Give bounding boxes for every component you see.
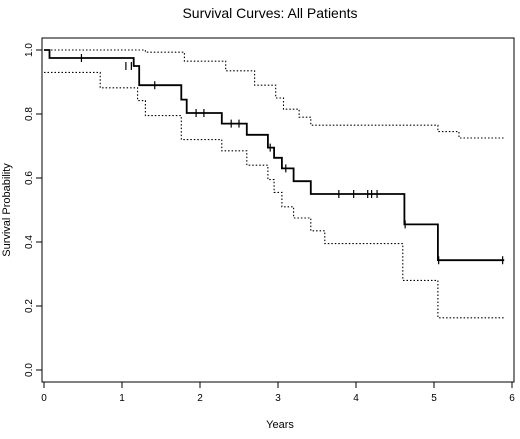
- y-tick-label: 0.2: [24, 299, 35, 313]
- x-tick-label: 0: [41, 393, 47, 404]
- plot-frame: [41, 37, 515, 383]
- x-tick-label: 6: [509, 393, 515, 404]
- y-tick-label: 0.4: [24, 235, 35, 249]
- series-estimate: [44, 49, 505, 262]
- y-axis-label: Survival Probability: [1, 163, 13, 257]
- x-tick-label: 2: [197, 393, 203, 404]
- chart-title: Survival Curves: All Patients: [182, 5, 357, 21]
- series-lower-confidence-bound: [44, 71, 505, 319]
- x-tick-label: 3: [275, 393, 281, 404]
- y-axis: 0.0 0.2 0.4 0.6 0.8 1.0: [24, 43, 42, 377]
- x-tick-label: 1: [119, 393, 125, 404]
- y-tick-label: 1.0: [24, 43, 35, 57]
- y-tick-label: 0.0: [24, 363, 35, 377]
- series-layer: [44, 49, 505, 319]
- series-upper-confidence-bound: [44, 49, 505, 139]
- x-tick-label: 5: [431, 393, 437, 404]
- x-tick-label: 4: [353, 393, 359, 404]
- y-tick-label: 0.6: [24, 171, 35, 185]
- y-tick-label: 0.8: [24, 107, 35, 121]
- x-axis: 0 1 2 3 4 5 6: [41, 382, 515, 404]
- x-axis-label: Years: [266, 419, 294, 431]
